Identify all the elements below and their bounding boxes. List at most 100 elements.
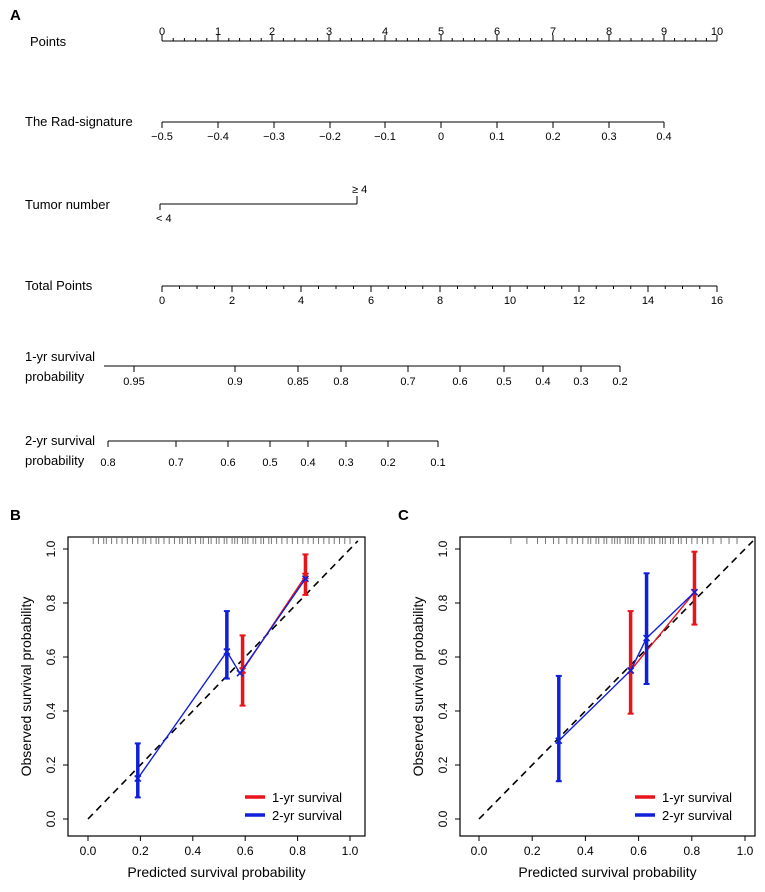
- nomogram-row-label: probability: [25, 369, 85, 384]
- tumor-level-label: ≥ 4: [352, 184, 367, 196]
- nomogram-tick-label: 5: [438, 26, 444, 38]
- calibration-plot-c: 0.0 0.2 0.4 0.6 0.8 1.0 0.0 0.2 0.4 0.6 0.8 1.0 Pred…: [410, 536, 756, 880]
- nomogram-row-0: Points 0 1 2 3 4 5 6 7 8 9 10: [30, 26, 723, 49]
- nomogram-row-label: 2-yr survival: [25, 433, 95, 448]
- x-tick-label: 0.0: [471, 844, 488, 858]
- nomogram-tick-label: 1: [215, 26, 221, 38]
- calibration-plot-b: 0.0 0.2 0.4 0.6 0.8 1.0 0.0 0.2 0.4 0.6 0.8 1.0 Pred…: [18, 536, 366, 880]
- x-tick-label: 0.4: [577, 844, 594, 858]
- nomogram-tick-label: 8: [437, 295, 443, 307]
- nomogram-tick-label: 0.4: [656, 131, 671, 143]
- data-point-marker: [627, 666, 635, 675]
- y-tick-label: 0.8: [436, 594, 450, 611]
- y-tick-label: 0.0: [44, 810, 58, 827]
- series-line-1: [137, 578, 307, 779]
- y-tick-label: 1.0: [44, 540, 58, 557]
- data-point-marker: [690, 588, 699, 596]
- panel-label-a: A: [10, 7, 21, 24]
- nomogram-row-4: 1-yr survival probability 0.95 0.9 0.85 0.8 0.…: [25, 349, 628, 388]
- nomogram-tick-label: 3: [326, 26, 332, 38]
- nomogram-tick-label: −0.3: [263, 131, 285, 143]
- y-tick-label: 0.2: [44, 756, 58, 773]
- x-tick-label: 0.4: [184, 844, 201, 858]
- x-tick-label: 0.8: [683, 844, 700, 858]
- nomogram-tick-label: −0.4: [207, 131, 229, 143]
- nomogram-tick-label: 0.5: [262, 457, 277, 469]
- nomogram-tick-label: 0.9: [227, 376, 242, 388]
- nomogram-row-label: The Rad-signature: [25, 114, 133, 129]
- x-tick-label: 0.6: [630, 844, 647, 858]
- nomogram-tick-label: 4: [298, 295, 304, 307]
- x-tick-label: 1.0: [342, 844, 359, 858]
- nomogram-tick-label: 0.3: [601, 131, 616, 143]
- data-point-marker: [301, 575, 310, 583]
- legend-label: 1-yr survival: [662, 790, 732, 805]
- nomogram-row-label: 1-yr survival: [25, 349, 95, 364]
- nomogram-tick-label: 0.4: [300, 457, 315, 469]
- legend-label: 2-yr survival: [662, 808, 732, 823]
- y-tick-label: 0.8: [44, 594, 58, 611]
- data-point-marker: [301, 572, 310, 580]
- nomogram-tick-label: 0.2: [545, 131, 560, 143]
- nomogram-row-label: Points: [30, 34, 67, 49]
- nomogram-tick-label: 0.2: [380, 457, 395, 469]
- nomogram-tick-label: −0.5: [151, 131, 173, 143]
- nomogram-tick-label: 0.3: [338, 457, 353, 469]
- nomogram-tick-label: 0.2: [612, 376, 627, 388]
- y-tick-label: 0.0: [436, 810, 450, 827]
- data-point-marker: [223, 648, 231, 656]
- plot-frame: [459, 536, 756, 837]
- x-tick-label: 0.6: [237, 844, 254, 858]
- x-axis-title: Predicted survival probability: [127, 864, 305, 880]
- x-tick-label: 0.8: [289, 844, 306, 858]
- y-tick-label: 0.6: [436, 648, 450, 665]
- nomogram-tick-label: 12: [573, 295, 585, 307]
- data-point-marker: [134, 774, 142, 783]
- nomogram-tick-label: 8: [606, 26, 612, 38]
- tumor-level-label: < 4: [156, 213, 172, 225]
- nomogram-row-label: Tumor number: [25, 197, 110, 212]
- y-axis-title: Observed survival probability: [410, 597, 426, 777]
- nomogram-tick-label: 2: [229, 295, 235, 307]
- nomogram-tick-label: 0.7: [168, 457, 183, 469]
- nomogram-row-5: 2-yr survival probability 0.8 0.7 0.6 0.5 0.4 0…: [25, 433, 446, 469]
- series-line-0: [630, 591, 696, 671]
- series-line-1: [558, 591, 695, 742]
- nomogram-tick-label: 0.1: [489, 131, 504, 143]
- y-axis-title: Observed survival probability: [18, 597, 34, 777]
- panel-label-c: C: [398, 507, 409, 524]
- reference-diagonal: [87, 540, 359, 820]
- nomogram-tick-label: 14: [642, 295, 654, 307]
- y-tick-label: 0.2: [436, 756, 450, 773]
- nomogram-tick-label: 16: [711, 295, 723, 307]
- nomogram-row-2: Tumor number < 4 ≥ 4: [25, 184, 367, 225]
- nomogram-tick-label: 0.7: [400, 376, 415, 388]
- nomogram-tick-label: 10: [504, 295, 516, 307]
- nomogram-tick-label: 6: [368, 295, 374, 307]
- nomogram-tick-label: 0: [159, 26, 165, 38]
- nomogram-tick-label: 10: [711, 26, 723, 38]
- x-tick-label: 1.0: [737, 844, 754, 858]
- plot-frame: [67, 536, 366, 837]
- nomogram-tick-label: 0.95: [123, 376, 144, 388]
- nomogram-tick-label: −0.1: [374, 131, 396, 143]
- data-point-marker: [555, 737, 563, 745]
- nomogram-tick-label: 0: [438, 131, 444, 143]
- x-tick-label: 0.2: [524, 844, 541, 858]
- data-point-marker: [236, 669, 244, 677]
- nomogram-tick-label: 0.5: [496, 376, 511, 388]
- y-tick-label: 1.0: [436, 540, 450, 557]
- nomogram-tick-label: 6: [494, 26, 500, 38]
- nomogram-tick-label: 0.6: [220, 457, 235, 469]
- x-tick-label: 0.0: [80, 844, 97, 858]
- nomogram-tick-label: 0.8: [333, 376, 348, 388]
- reference-diagonal: [478, 540, 754, 820]
- y-tick-label: 0.6: [44, 648, 58, 665]
- data-point-marker: [643, 634, 651, 642]
- nomogram-tick-label: 0.8: [100, 457, 115, 469]
- nomogram-tick-label: 4: [382, 26, 388, 38]
- nomogram-tick-label: 0.6: [452, 376, 467, 388]
- nomogram-row-3: Total Points 0 2 4 6 8 10 12 14 16: [25, 278, 723, 307]
- x-axis-title: Predicted survival probability: [518, 864, 696, 880]
